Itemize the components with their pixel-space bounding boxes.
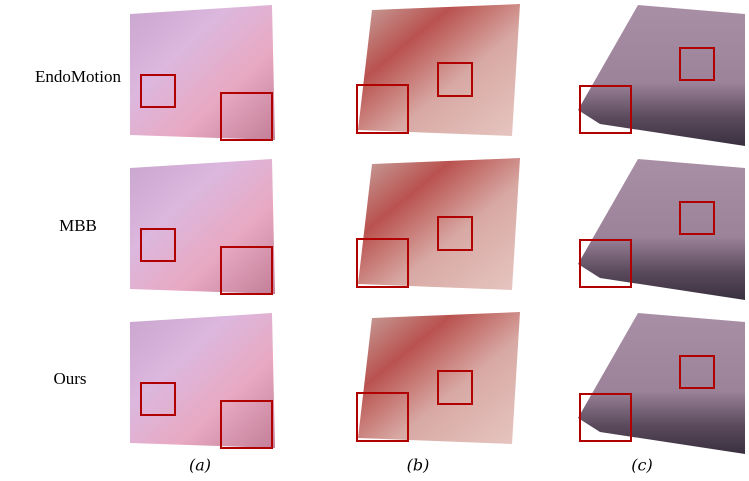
row-label: EndoMotion bbox=[35, 67, 121, 86]
row-label: MBB bbox=[59, 216, 97, 235]
column-label: (b) bbox=[407, 456, 430, 475]
image-panel bbox=[578, 313, 745, 454]
row-label: Ours bbox=[53, 369, 86, 388]
labels: EndoMotion MBB Ours (a) (b) (c) bbox=[35, 67, 653, 475]
image-panel bbox=[130, 5, 275, 140]
image-panel bbox=[578, 5, 745, 146]
column-label: (a) bbox=[189, 456, 211, 475]
image-panel bbox=[578, 159, 745, 300]
column-label: (c) bbox=[631, 456, 652, 475]
image-panel bbox=[130, 159, 275, 294]
image-panel bbox=[130, 313, 275, 448]
figure: EndoMotion MBB Ours (a) (b) (c) bbox=[0, 0, 749, 481]
